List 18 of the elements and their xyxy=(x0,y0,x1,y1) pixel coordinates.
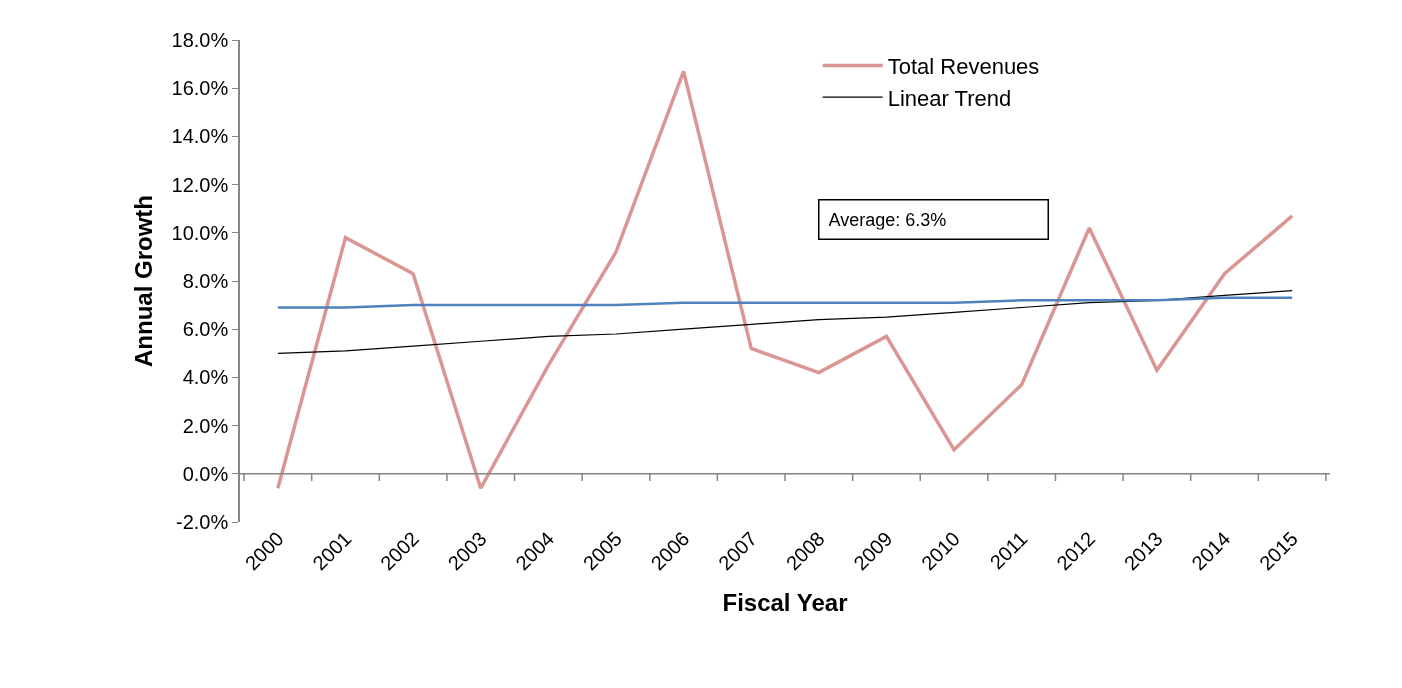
annotation: Average: 6.3% xyxy=(828,209,947,230)
legend-label: Linear Trend xyxy=(887,85,1012,111)
y-tick-label: -2.0% xyxy=(176,511,229,533)
line-series xyxy=(277,290,1293,354)
y-tick-label: 12.0% xyxy=(171,173,229,196)
y-axis-title: Annual Growth xyxy=(130,195,158,367)
y-tick-label: 18.0% xyxy=(171,29,229,51)
y-tick-label: 14.0% xyxy=(171,125,229,148)
y-tick-label: 8.0% xyxy=(182,270,229,292)
legend-label: Total Revenues xyxy=(887,54,1040,80)
y-tick-label: 0.0% xyxy=(182,462,229,485)
y-tick-label: 4.0% xyxy=(182,366,229,389)
y-tick-label: 2.0% xyxy=(182,414,229,437)
y-tick-label: 16.0% xyxy=(171,77,229,100)
line-series xyxy=(276,296,1294,309)
x-axis-title: Fiscal Year xyxy=(722,588,848,616)
y-tick-label: 6.0% xyxy=(182,318,229,341)
y-tick-label: 10.0% xyxy=(171,221,229,244)
